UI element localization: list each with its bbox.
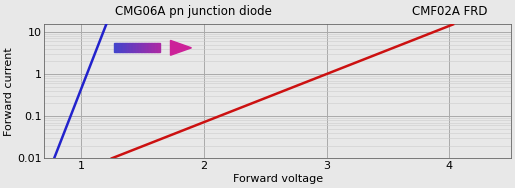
Text: CMF02A FRD: CMF02A FRD	[413, 5, 488, 18]
Y-axis label: Forward current: Forward current	[4, 47, 14, 136]
FancyArrow shape	[135, 43, 136, 52]
FancyArrow shape	[132, 43, 133, 52]
FancyArrow shape	[170, 40, 192, 55]
FancyArrow shape	[133, 43, 135, 52]
FancyArrow shape	[158, 43, 160, 52]
FancyArrow shape	[129, 43, 130, 52]
Text: CMG06A pn junction diode: CMG06A pn junction diode	[115, 5, 272, 18]
FancyArrow shape	[122, 43, 123, 52]
FancyArrow shape	[139, 43, 141, 52]
FancyArrow shape	[148, 43, 149, 52]
FancyArrow shape	[125, 43, 126, 52]
FancyArrow shape	[141, 43, 142, 52]
X-axis label: Forward voltage: Forward voltage	[233, 174, 323, 184]
FancyArrow shape	[117, 43, 118, 52]
FancyArrow shape	[146, 43, 148, 52]
FancyArrow shape	[154, 43, 155, 52]
FancyArrow shape	[145, 43, 146, 52]
FancyArrow shape	[151, 43, 152, 52]
FancyArrow shape	[142, 43, 144, 52]
FancyArrow shape	[123, 43, 125, 52]
FancyArrow shape	[157, 43, 158, 52]
FancyArrow shape	[149, 43, 151, 52]
FancyArrow shape	[155, 43, 157, 52]
FancyArrow shape	[138, 43, 139, 52]
FancyArrow shape	[127, 43, 129, 52]
FancyArrow shape	[152, 43, 154, 52]
FancyArrow shape	[118, 43, 120, 52]
FancyArrow shape	[130, 43, 132, 52]
FancyArrow shape	[116, 43, 117, 52]
FancyArrow shape	[120, 43, 122, 52]
FancyArrow shape	[114, 43, 116, 52]
FancyArrow shape	[136, 43, 138, 52]
FancyArrow shape	[126, 43, 127, 52]
FancyArrow shape	[144, 43, 145, 52]
